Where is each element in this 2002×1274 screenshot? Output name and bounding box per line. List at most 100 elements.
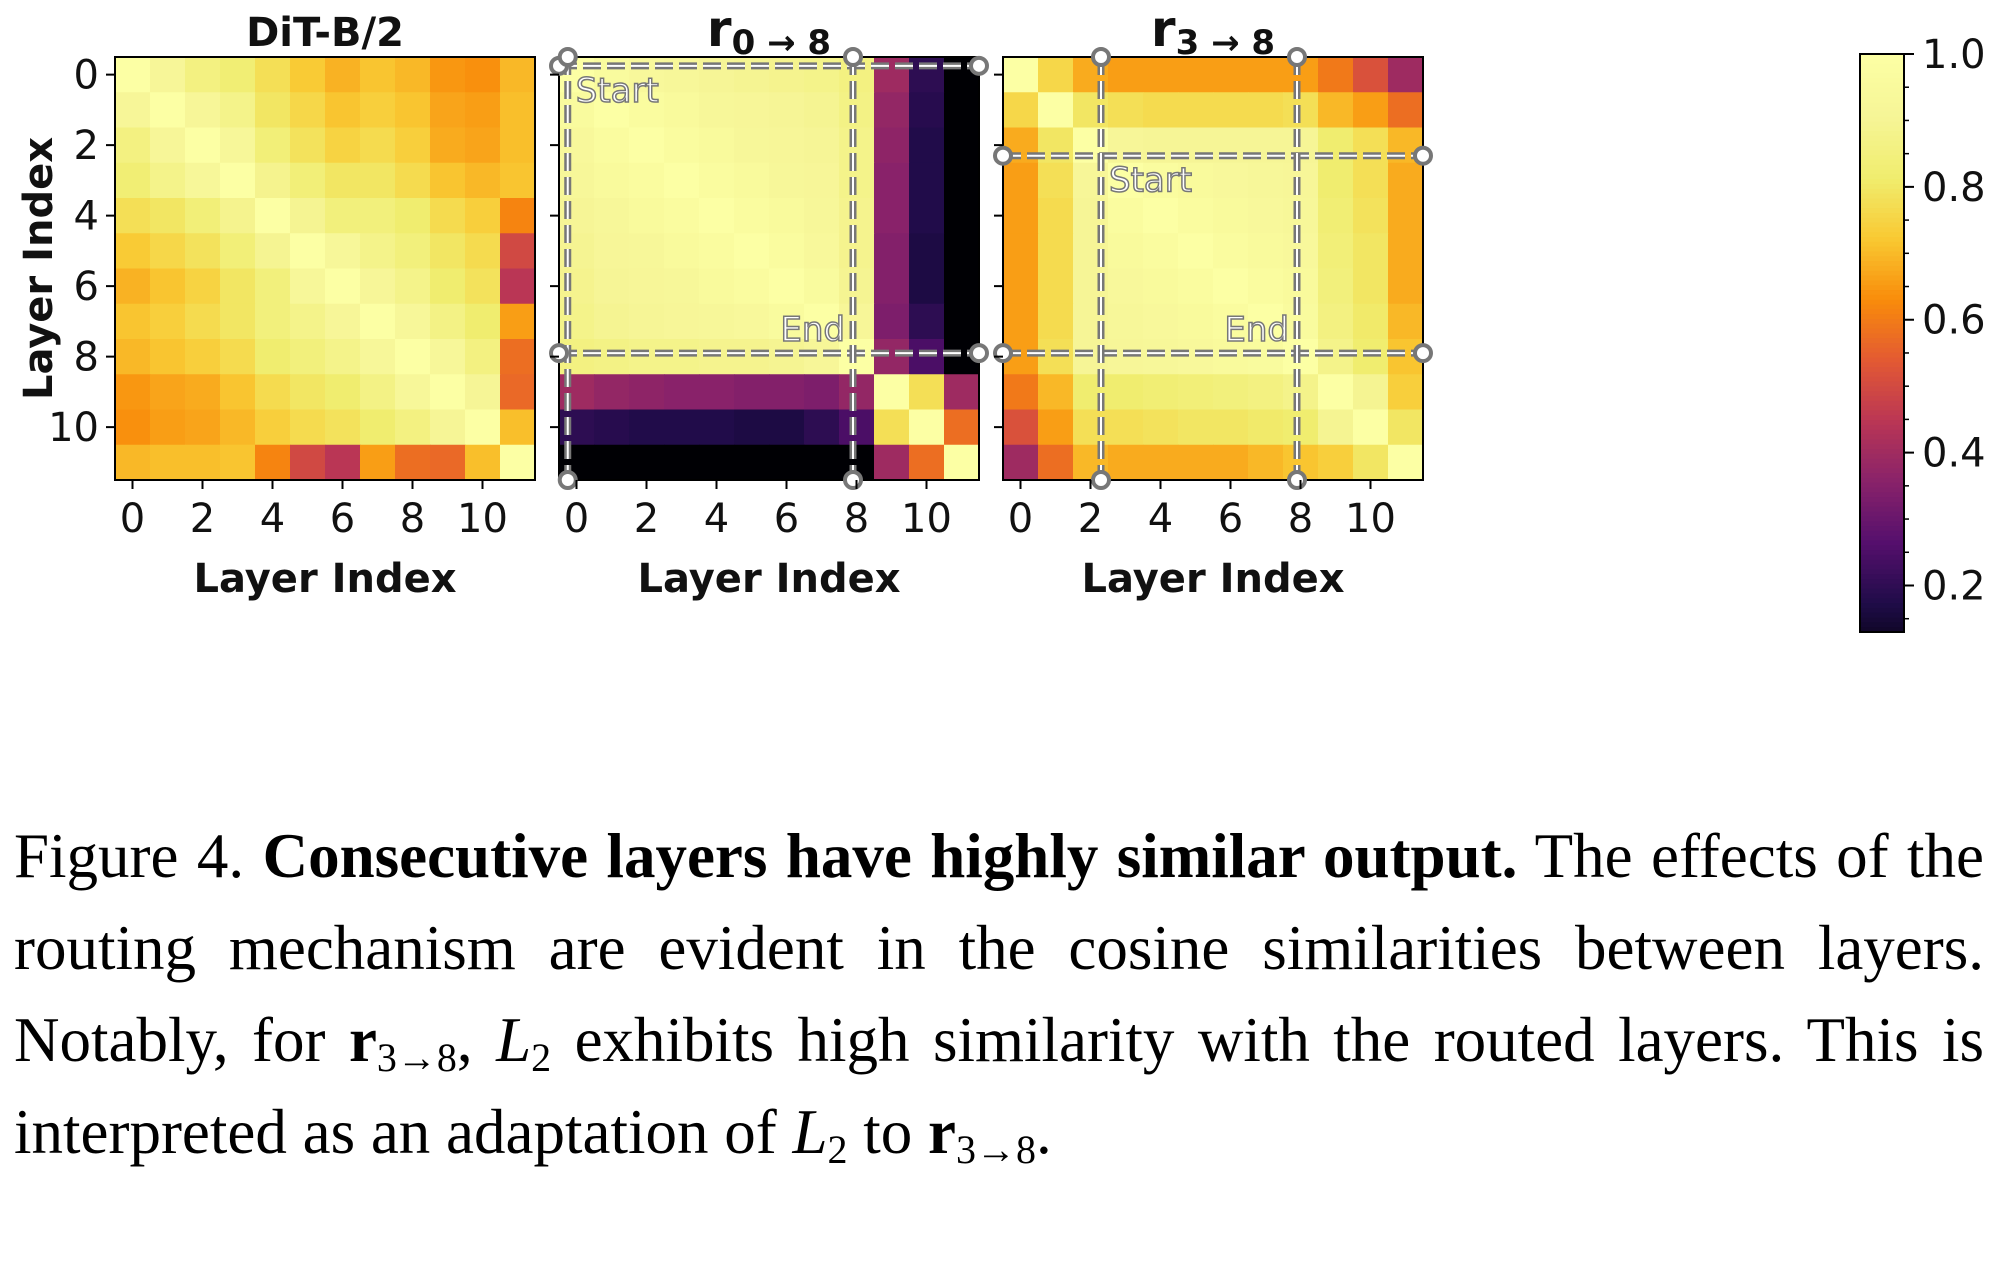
heatmap-cell [1248, 57, 1284, 93]
colorbar-tick-label: 0.6 [1922, 298, 1986, 344]
heatmap-cell [594, 233, 630, 270]
heatmap-cell [734, 444, 770, 481]
caption-bold-title: Consecutive layers have highly similar o… [262, 821, 1518, 891]
heatmap-cell [734, 268, 770, 305]
heatmap-cell [500, 57, 536, 93]
heatmap-cell [1143, 303, 1179, 340]
colorbar-segment [1860, 290, 1904, 296]
heatmap-cell [1003, 444, 1039, 481]
heatmap-cell [944, 92, 980, 129]
heatmap-cell [1178, 233, 1214, 270]
heatmap-cell [290, 444, 326, 481]
caption-text-4: to [847, 1097, 928, 1167]
heatmap-cell [395, 233, 431, 270]
heatmap-cell [1108, 339, 1144, 375]
heatmap-cell [804, 268, 840, 305]
heatmap-cell [804, 198, 840, 234]
colorbar-tick-label: 0.2 [1922, 563, 1986, 609]
heatmap-cell [1038, 444, 1074, 481]
route-endpoint-marker [557, 470, 578, 490]
x-tick-label: 10 [457, 496, 508, 542]
heatmap-cell [734, 374, 770, 411]
heatmap-cell [734, 92, 770, 129]
heatmap-cell [874, 339, 910, 375]
colorbar-segment [1860, 583, 1904, 590]
heatmap-cell [1388, 233, 1424, 270]
heatmap-cell [150, 198, 186, 234]
heatmap-cell [115, 127, 151, 164]
x-tick-label: 4 [260, 496, 285, 542]
heatmap-cell [395, 92, 431, 129]
heatmap-cell [1248, 233, 1284, 270]
heatmap-cell [395, 198, 431, 234]
colorbar-segment [1860, 545, 1904, 551]
heatmap-cell [1143, 268, 1179, 305]
colorbar-segment [1860, 285, 1904, 291]
heatmap-cell [185, 409, 221, 446]
heatmap-cell [1353, 92, 1389, 129]
colorbar-segment [1860, 68, 1904, 75]
heatmap-cell [1213, 409, 1249, 446]
x-tick-label: 4 [1148, 496, 1173, 542]
heatmap-cell [220, 268, 256, 305]
heatmap-cell [185, 127, 221, 164]
heatmap-cell [1388, 444, 1424, 481]
colorbar-segment [1860, 453, 1904, 460]
heatmap-cell [220, 339, 256, 375]
heatmap-cell [1038, 268, 1074, 305]
colorbar-segment [1860, 265, 1904, 272]
x-tick-label: 6 [330, 496, 355, 542]
heatmap-cell [185, 268, 221, 305]
colorbar-tick-label: 0.8 [1922, 165, 1986, 211]
heatmap-cell [500, 409, 536, 446]
heatmap-cell [734, 127, 770, 164]
route-endpoint-marker [843, 470, 863, 490]
heatmap-cell [1178, 303, 1214, 340]
heatmap-cell [465, 409, 501, 446]
colorbar-segment [1860, 116, 1904, 123]
heatmap-cell [1108, 303, 1144, 340]
heatmap-cell [664, 374, 700, 411]
heatmap-cell [185, 92, 221, 129]
caption-layer-sub: 2 [531, 1035, 552, 1080]
colorbar-segment [1860, 217, 1904, 224]
heatmap-cell [874, 162, 910, 199]
colorbar-segment [1860, 554, 1904, 561]
heatmap-cell [325, 162, 361, 199]
heatmap-cell [430, 127, 466, 164]
heatmap-cell [290, 57, 326, 93]
caption-layer-sub-2: 2 [827, 1127, 848, 1172]
panel-title: DiT-B/2 [246, 10, 404, 56]
y-tick-label: 2 [74, 123, 99, 169]
heatmap-cell [909, 162, 945, 199]
colorbar-segment [1860, 569, 1904, 575]
heatmap-cell [430, 233, 466, 270]
heatmap-cell [1178, 339, 1214, 375]
colorbar-segment [1860, 607, 1904, 614]
heatmap-cell [664, 162, 700, 199]
heatmap-cell [220, 303, 256, 340]
x-tick-label: 8 [400, 496, 425, 542]
heatmap-cell [1003, 233, 1039, 270]
heatmap-cell [594, 92, 630, 129]
heatmap-cell [594, 162, 630, 199]
heatmap-cell [1388, 268, 1424, 305]
heatmap-cell [1038, 409, 1074, 446]
heatmap-cell [465, 57, 501, 93]
heatmap-cell [1178, 374, 1214, 411]
caption-layer-symbol-2: L [792, 1097, 828, 1167]
heatmap-cell [430, 339, 466, 375]
heatmap-cell [1248, 303, 1284, 340]
heatmap-cell [594, 198, 630, 234]
colorbar-segment [1860, 439, 1904, 445]
heatmap-cell [839, 374, 875, 411]
colorbar-tick-label: 0.4 [1922, 431, 1986, 477]
heatmap-cell [1213, 303, 1249, 340]
heatmap-cell [629, 198, 665, 234]
heatmap-cell [255, 92, 291, 129]
colorbar-segment [1860, 299, 1904, 306]
colorbar-segment [1860, 463, 1904, 470]
colorbar: 1.0 0.8 0.6 0.4 0.2 [1859, 32, 1986, 633]
colorbar-segment [1860, 434, 1904, 441]
panel-title-main: r [1151, 0, 1176, 58]
